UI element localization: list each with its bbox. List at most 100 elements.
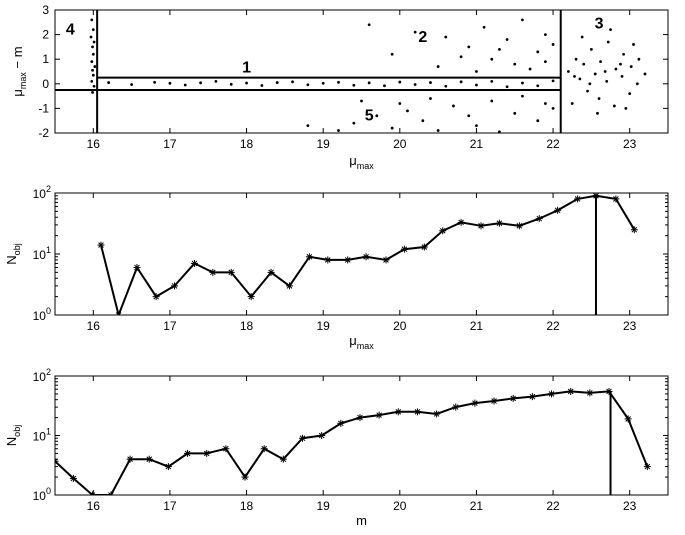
y-tick-label: 102: [33, 184, 51, 201]
data-point-marker: [133, 264, 141, 272]
y-tick-label: 102: [33, 367, 51, 384]
data-point-marker: [285, 282, 293, 290]
data-point-marker: [420, 243, 428, 251]
scatter-point: [513, 62, 517, 66]
marker-stroke: [567, 388, 574, 395]
scatter-point: [229, 82, 233, 86]
data-point-marker: [209, 268, 217, 276]
y-tick-exponent: 0: [46, 486, 51, 496]
scatter-point: [628, 92, 632, 96]
data-point-marker: [227, 268, 235, 276]
plot-frame: [54, 375, 669, 496]
marker-stroke: [536, 215, 543, 222]
y-tick-label: 101: [33, 245, 51, 262]
y-axis-label-rest: − m: [10, 46, 25, 72]
scatter-point: [612, 104, 616, 108]
x-axis-label-sub: max: [357, 341, 375, 351]
scatter-point: [91, 68, 94, 72]
data-point-marker: [89, 491, 97, 495]
marker-stroke: [452, 404, 459, 410]
scatter-point: [130, 83, 134, 86]
data-point-marker: [400, 245, 408, 253]
marker-stroke: [357, 414, 363, 421]
y-tick-label: 101: [33, 427, 51, 444]
data-point-marker: [362, 253, 370, 261]
x-tick-label: 21: [470, 137, 484, 151]
scatter-point: [168, 81, 172, 85]
y-tick-label: 100: [33, 306, 51, 323]
data-point-marker: [394, 408, 402, 416]
x-tick-label: 22: [546, 137, 560, 151]
scatter-point: [260, 84, 264, 87]
scatter-point: [614, 67, 618, 71]
y-axis-label: Nobj: [4, 243, 22, 264]
scatter-point: [606, 40, 610, 44]
y-tick-label: 100: [33, 486, 51, 503]
scatter-point: [475, 83, 478, 87]
y-tick-label: 2: [42, 28, 49, 42]
x-tick-label: 21: [470, 319, 484, 333]
y-tick-exponent: 2: [46, 367, 51, 377]
data-point-marker: [495, 219, 503, 227]
scatter-point: [582, 62, 586, 66]
x-tick-label: 19: [317, 137, 331, 151]
marker-stroke: [401, 246, 408, 252]
marker-stroke: [91, 492, 96, 495]
scatter-point: [275, 81, 279, 84]
scatter-point: [505, 38, 509, 41]
marker-stroke: [376, 412, 382, 418]
marker-stroke: [414, 409, 421, 415]
scatter-point: [92, 84, 96, 88]
y-tick-exponent: 1: [46, 427, 51, 437]
scatter-point: [643, 72, 647, 76]
marker-stroke: [421, 244, 428, 250]
marker-stroke: [299, 435, 306, 442]
x-tick-label: 17: [163, 137, 177, 151]
data-point-marker: [375, 411, 383, 419]
x-tick-label: 22: [546, 499, 560, 513]
marker-stroke: [383, 257, 389, 263]
scatter-point: [199, 81, 202, 85]
scatter-point: [429, 97, 432, 100]
scatter-point: [513, 111, 517, 115]
scatter-point: [92, 40, 96, 44]
marker-stroke: [631, 226, 638, 233]
data-point-marker: [171, 282, 179, 290]
scatter-point: [390, 126, 394, 130]
x-tick-label: 22: [546, 319, 560, 333]
marker-stroke: [261, 445, 267, 452]
data-point-marker: [452, 403, 460, 411]
scatter-point: [605, 79, 609, 83]
data-point-marker: [69, 474, 77, 482]
scatter-point: [383, 84, 386, 88]
scatter-point: [467, 45, 471, 49]
scatter-point: [622, 52, 625, 56]
marker-stroke: [491, 398, 497, 404]
data-point-marker: [190, 259, 198, 267]
scatter-point: [89, 35, 93, 39]
scatter-point: [91, 91, 94, 94]
scatter-point: [444, 84, 448, 88]
data-point-marker: [298, 434, 306, 442]
marker-stroke: [395, 409, 402, 415]
scatter-point: [574, 57, 578, 61]
scatter-point: [528, 67, 532, 71]
scatter-point: [536, 50, 540, 54]
x-axis-label-sub: max: [357, 161, 375, 171]
x-tick-label: 20: [393, 499, 407, 513]
scatter-point: [475, 124, 478, 128]
scatter-point: [337, 129, 340, 132]
data-point-marker: [152, 293, 160, 301]
data-point-marker: [126, 455, 134, 463]
marker-stroke: [70, 475, 77, 482]
marker-stroke: [115, 312, 120, 315]
marker-stroke: [98, 242, 104, 248]
scatter-point: [551, 43, 555, 46]
data-point-marker: [457, 218, 465, 226]
scatter-point: [436, 65, 440, 68]
marker-stroke: [146, 456, 153, 462]
x-tick-label: 18: [240, 499, 254, 513]
scatter-point: [360, 99, 363, 103]
